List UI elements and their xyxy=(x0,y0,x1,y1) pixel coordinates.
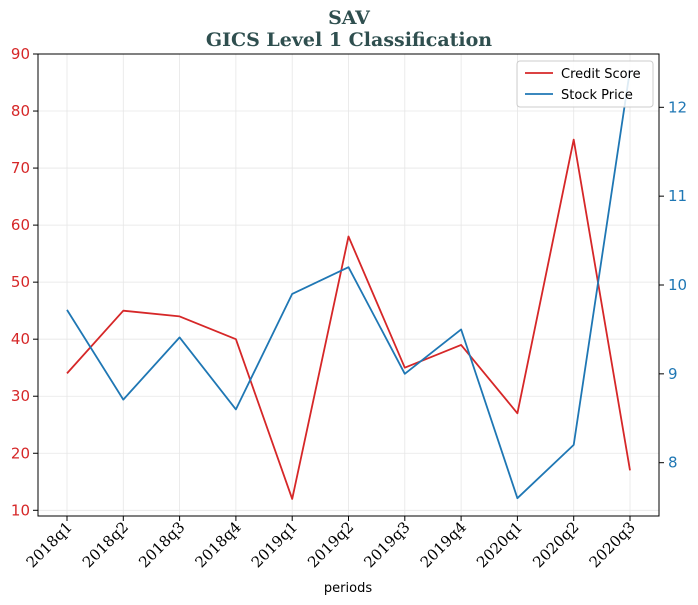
ticks: 2018q1 2018q2 2018q3 2018q4 2019q1 2019q2 2019… xyxy=(11,45,687,571)
x-tick-label: 2019q1 xyxy=(248,518,301,571)
left-tick-label: 90 xyxy=(11,45,30,63)
left-tick-label: 50 xyxy=(11,273,30,291)
right-tick-label: 9 xyxy=(668,365,678,383)
x-tick-label: 2019q4 xyxy=(417,518,470,571)
left-tick-label: 40 xyxy=(11,330,30,348)
chart-title-line1: SAV xyxy=(328,7,371,29)
series-line-credit-score xyxy=(66,138,631,500)
x-tick-label: 2020q1 xyxy=(473,518,526,571)
x-tick-label: 2020q3 xyxy=(586,518,639,571)
x-tick-label: 2019q2 xyxy=(304,518,357,571)
x-tick-label: 2019q3 xyxy=(360,518,413,571)
x-tick-label: 2018q4 xyxy=(191,518,244,571)
x-tick-label: 2020q2 xyxy=(529,518,582,571)
x-tick-label: 2018q3 xyxy=(135,518,188,571)
x-tick-label: 2018q2 xyxy=(79,518,132,571)
legend: Credit Score Stock Price xyxy=(516,60,654,108)
left-tick-label: 20 xyxy=(11,444,30,462)
x-axis-label: periods xyxy=(324,581,372,596)
left-tick-label: 60 xyxy=(11,216,30,234)
series-line-stock-price xyxy=(66,69,631,500)
right-tick-label: 12 xyxy=(668,98,687,116)
legend-label: Credit Score xyxy=(561,67,641,82)
left-tick-label: 70 xyxy=(11,159,30,177)
series-layer xyxy=(66,69,631,500)
left-tick-label: 10 xyxy=(11,501,30,519)
left-tick-label: 30 xyxy=(11,387,30,405)
left-tick-label: 80 xyxy=(11,102,30,120)
right-tick-label: 11 xyxy=(668,187,687,205)
legend-label: Stock Price xyxy=(561,88,633,103)
right-tick-label: 10 xyxy=(668,276,687,294)
x-tick-label: 2018q1 xyxy=(23,518,76,571)
chart-title-line2: GICS Level 1 Classification xyxy=(206,29,492,51)
grid xyxy=(38,53,659,516)
right-tick-label: 8 xyxy=(668,454,678,472)
